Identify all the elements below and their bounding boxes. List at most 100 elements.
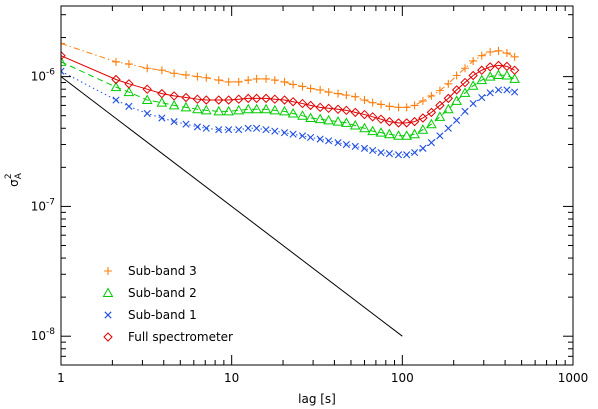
series-line-full-spectrometer (61, 55, 515, 124)
data-point (314, 113, 326, 124)
data-point (141, 94, 153, 105)
data-point (409, 128, 420, 139)
data-point (244, 124, 252, 132)
data-point (502, 61, 512, 72)
data-point (460, 77, 470, 88)
data-point (394, 151, 403, 159)
data-point (426, 107, 437, 118)
data-point (297, 110, 308, 120)
data-point (270, 76, 279, 85)
data-point (485, 62, 495, 72)
data-point (251, 93, 262, 104)
data-point (223, 95, 234, 105)
data-point (403, 151, 411, 159)
data-point (244, 76, 253, 85)
data-point (350, 107, 360, 118)
data-point (181, 92, 191, 103)
data-point (476, 74, 488, 85)
data-point (434, 111, 446, 121)
data-point (215, 126, 223, 134)
data-point (443, 93, 454, 104)
data-point (375, 127, 387, 137)
data-point (201, 95, 211, 105)
data-point (461, 107, 469, 115)
y-axis-label-sub: A (14, 172, 24, 179)
legend-label: Sub-band 3 (128, 264, 197, 278)
x-axis-label: lag [s] (298, 392, 336, 406)
data-point (298, 82, 307, 91)
legend-marker (104, 311, 112, 319)
data-point (477, 51, 486, 60)
data-point (279, 105, 290, 116)
data-point (351, 142, 359, 150)
data-point (486, 89, 494, 97)
data-point (426, 118, 437, 129)
data-point (324, 88, 333, 97)
data-point (409, 116, 420, 127)
data-point (451, 85, 462, 95)
data-point (384, 116, 395, 127)
data-point (501, 69, 513, 80)
data-point (269, 104, 281, 115)
data-point (342, 91, 351, 100)
data-point (170, 69, 179, 78)
svg-text:σA2: σA2 (4, 172, 24, 187)
data-point (367, 112, 378, 122)
data-point (287, 107, 299, 118)
data-point (486, 47, 495, 56)
data-point (157, 66, 166, 75)
data-point (459, 87, 471, 97)
data-point (341, 117, 352, 127)
data-point (493, 60, 504, 71)
y-tick-label: 10-7 (31, 197, 55, 213)
data-point (419, 144, 427, 152)
x-tick-label: 1000 (558, 371, 589, 385)
data-point (279, 95, 290, 105)
legend-marker (102, 287, 114, 297)
legend-marker (103, 332, 113, 342)
data-point (169, 91, 179, 101)
data-point (393, 118, 404, 128)
data-point (158, 114, 166, 122)
data-point (180, 101, 192, 112)
data-point (469, 99, 477, 108)
data-point (235, 126, 243, 134)
data-point (61, 56, 67, 66)
data-point (349, 119, 361, 130)
data-point (427, 139, 435, 147)
y-axis-label-sup: 2 (4, 173, 14, 179)
data-point (224, 77, 233, 86)
data-point (401, 118, 412, 128)
data-point (427, 91, 436, 100)
data-point (509, 73, 520, 83)
data-point (368, 98, 377, 107)
x-tick-label: 100 (391, 371, 414, 385)
data-point (192, 103, 203, 114)
data-point (369, 146, 377, 155)
y-axis-label: σA2 (4, 172, 24, 187)
data-point (213, 105, 225, 116)
data-point (306, 84, 315, 93)
series-line-sub-band-2 (61, 61, 515, 137)
data-point (402, 103, 411, 112)
y-tick-label: 10-6 (31, 68, 56, 84)
data-point (435, 86, 444, 95)
data-point (61, 50, 66, 61)
y-tick-label: 10-8 (31, 327, 56, 343)
plot-frame (60, 5, 574, 366)
data-point (61, 67, 65, 75)
data-point (384, 128, 395, 139)
data-point (417, 124, 429, 134)
data-point (376, 114, 386, 124)
reference-line (61, 76, 403, 337)
data-point (333, 104, 343, 115)
legend-label: Sub-band 2 (128, 286, 197, 300)
data-point (342, 140, 350, 149)
data-point (61, 39, 65, 48)
data-point (377, 148, 385, 157)
data-point (509, 65, 520, 75)
data-point (503, 86, 511, 94)
data-point (251, 103, 262, 114)
